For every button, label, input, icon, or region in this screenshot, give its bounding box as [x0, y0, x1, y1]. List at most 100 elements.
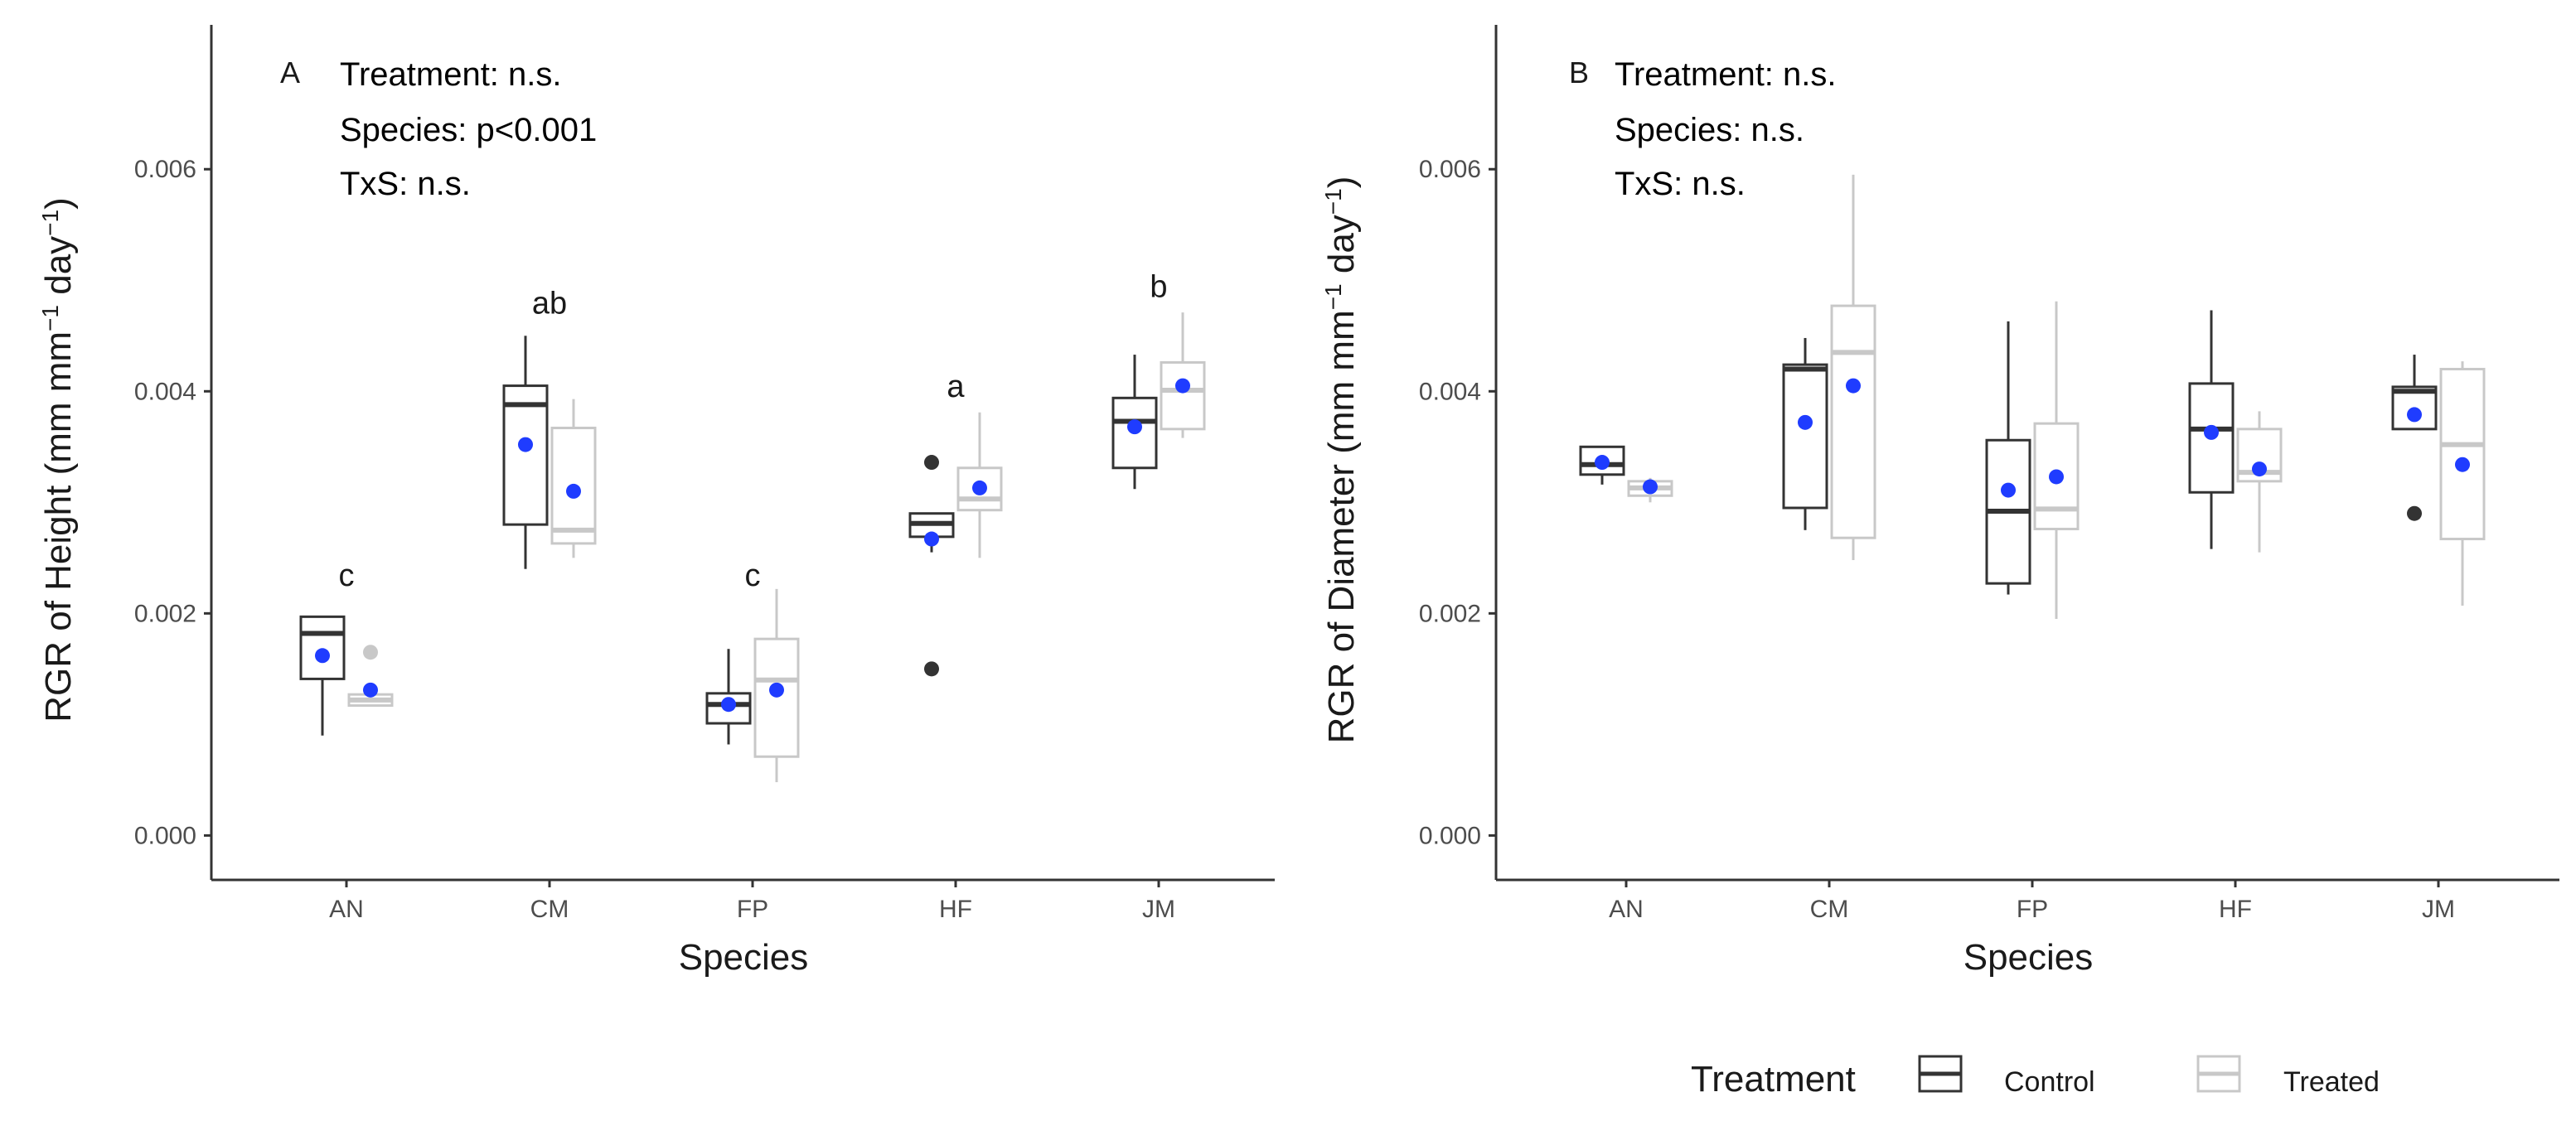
panel-b-y-tick-label: 0.002	[1419, 600, 1481, 627]
legend-key-treated	[2196, 1055, 2241, 1093]
panel-a-y-axis-title: RGR of Height (mm mm−1 day−1)	[37, 197, 80, 722]
panel-a-jm-control-box	[1111, 355, 1158, 490]
panel-b-an-treated-box	[1627, 477, 1673, 503]
panel-b-cm-control-iqr-rect	[1782, 363, 1828, 510]
panel-a-sig-letter-hf: a	[947, 370, 965, 404]
panel-b-jm-treated-mean-point	[2455, 457, 2470, 472]
legend-key-control	[1918, 1055, 1963, 1093]
panel-b-cm-treated-mean-point	[1846, 378, 1861, 394]
panel-b-x-tick-label: FP	[2017, 896, 2048, 923]
panel-a-an-treated-mean-point	[363, 682, 378, 698]
panel-b-y-axis-title: RGR of Diameter (mm mm−1 day−1)	[1320, 176, 1363, 744]
panel-b-stat-species: Species: n.s.	[1615, 112, 1804, 148]
panel-b-x-tick-label: JM	[2422, 896, 2455, 923]
panel-b-y-tick-label: 0.000	[1419, 822, 1481, 849]
panel-a-sig-letter-cm: ab	[532, 286, 567, 321]
panel-b-x-tick-label: HF	[2219, 896, 2252, 923]
legend-label-control: Control	[2004, 1066, 2095, 1098]
panel-b-cm-control-mean-point	[1798, 414, 1813, 430]
panel-a-stat-treatment: Treatment: n.s.	[340, 56, 562, 93]
panel-a-sig-letter-fp: c	[745, 558, 761, 593]
panel-a-an-control-iqr-rect	[299, 615, 346, 680]
panel-a-cm-treated-mean-point	[566, 483, 581, 499]
panel-a-x-tick-label: JM	[1142, 896, 1175, 923]
panel-b-x-tick-label: AN	[1609, 896, 1644, 923]
panel-b-hf-control-mean-point	[2204, 424, 2219, 440]
panel-b-jm-treated-iqr-rect	[2439, 367, 2486, 541]
panel-a-an-treated-box	[347, 645, 394, 708]
panel-b-jm-treated-box	[2439, 361, 2486, 606]
panel-b-jm-control-outlier-point	[2407, 505, 2422, 521]
panel-b: 0.000 0.002 0.004 0.006 AN CM FP HF JM B Treatme…	[1320, 25, 2559, 978]
panel-a-jm-treated-mean-point	[1175, 378, 1190, 394]
panel-a-cm-control-iqr-rect	[502, 384, 549, 526]
panel-b-an-control-iqr-rect	[1579, 445, 1625, 476]
panel-b-y-tick-label: 0.004	[1419, 378, 1481, 405]
panel-b-hf-treated-mean-point	[2252, 461, 2267, 477]
panel-a-jm-treated-box	[1160, 312, 1206, 438]
panel-b-hf-control-box	[2188, 310, 2235, 549]
panel-a-cm-control-mean-point	[518, 437, 533, 452]
panel-a-y-tick-label: 0.002	[134, 600, 196, 627]
panel-a-hf-control-outlier-point	[924, 661, 939, 677]
panel-b-x-tick-label: CM	[1810, 896, 1849, 923]
panel-b-an-control-mean-point	[1595, 455, 1610, 471]
panel-b-stat-interaction: TxS: n.s.	[1615, 166, 1746, 202]
panel-a-an-control-mean-point	[315, 648, 330, 664]
panel-a-fp-control-mean-point	[721, 697, 736, 713]
panel-b-x-axis-title: Species	[1963, 937, 2094, 978]
panel-b-letter: B	[1569, 56, 1589, 89]
legend-title: Treatment	[1691, 1059, 1856, 1099]
panel-b-hf-treated-box	[2236, 411, 2283, 553]
panel-a-cm-treated-box	[550, 399, 597, 558]
panel-b-an-treated-mean-point	[1643, 479, 1658, 495]
panel-a-an-control-box	[299, 615, 346, 736]
panel-a-hf-treated-box	[956, 412, 1003, 558]
panel-a-hf-control-outlier-point	[924, 455, 939, 471]
panel-b-fp-control-box	[1985, 321, 2031, 595]
panel-b-plot-area: 0.000 0.002 0.004 0.006 AN CM FP HF JM	[1419, 25, 2559, 923]
panel-b-jm-control-mean-point	[2407, 407, 2422, 423]
panel-a-sig-letter-an: c	[339, 558, 355, 593]
panel-b-fp-control-mean-point	[2001, 482, 2016, 498]
panel-a-letter: A	[280, 56, 300, 89]
panel-a-x-tick-label: CM	[530, 896, 569, 923]
panel-a-y-tick-label: 0.000	[134, 822, 196, 849]
legend: Treatment Control Treated	[1691, 1055, 2380, 1099]
panel-a-fp-treated-iqr-rect	[753, 637, 800, 758]
legend-label-treated: Treated	[2283, 1066, 2380, 1098]
panel-a-x-tick-label: HF	[939, 896, 972, 923]
panel-a-stat-interaction: TxS: n.s.	[340, 166, 471, 202]
panel-a-x-tick-label: AN	[329, 896, 364, 923]
panel-a-jm-control-mean-point	[1127, 419, 1142, 435]
panel-a-x-axis-title: Species	[679, 937, 809, 978]
panel-b-fp-treated-box	[2033, 301, 2080, 620]
panel-a-fp-control-iqr-rect	[705, 692, 752, 725]
panel-a-hf-control-box	[908, 455, 955, 677]
panel-b-fp-treated-mean-point	[2049, 469, 2064, 485]
panel-a-hf-control-mean-point	[924, 531, 939, 547]
panel-b-y-tick-label: 0.006	[1419, 156, 1481, 183]
panel-b-jm-control-box	[2391, 355, 2438, 521]
panel-b-cm-treated-box	[1830, 174, 1876, 561]
panel-a-y-tick-label: 0.006	[134, 156, 196, 183]
panel-b-stat-treatment: Treatment: n.s.	[1615, 56, 1837, 93]
panel-a-cm-control-box	[502, 336, 549, 569]
panel-a-fp-treated-box	[753, 588, 800, 783]
panel-a-sig-letter-jm: b	[1150, 269, 1167, 304]
panel-b-an-control-box	[1579, 445, 1625, 485]
panel-b-cm-control-box	[1782, 337, 1828, 530]
panel-a-y-tick-label: 0.004	[134, 378, 196, 405]
panel-a-fp-treated-mean-point	[769, 682, 784, 698]
panel-a-hf-treated-mean-point	[972, 480, 987, 495]
panel-a-fp-control-box	[705, 649, 752, 745]
panel-a-stat-species: Species: p<0.001	[340, 112, 597, 148]
panel-a-jm-treated-iqr-rect	[1160, 360, 1206, 431]
panel-b-cm-treated-iqr-rect	[1830, 304, 1876, 539]
panel-a-an-treated-outlier-point	[363, 645, 378, 660]
panel-a-x-tick-label: FP	[737, 896, 768, 923]
